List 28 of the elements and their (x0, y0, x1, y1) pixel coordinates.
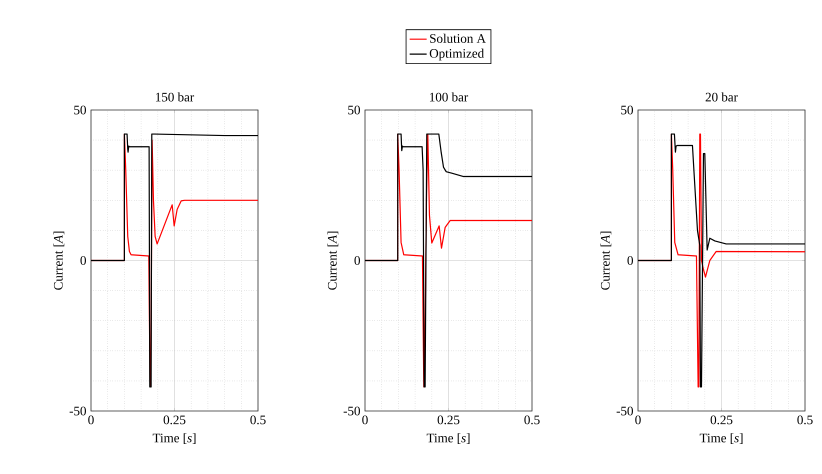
y-tick-label: -50 (616, 406, 633, 416)
chart-title: 20 bar (706, 92, 738, 102)
y-tick-label: 50 (74, 106, 86, 114)
x-axis-title: Time [s] (700, 433, 743, 444)
y-tick-label: -50 (344, 406, 360, 416)
line-series (365, 133, 532, 388)
x-axis-title: Time [s] (152, 433, 196, 444)
chart-title: 100 bar (430, 92, 468, 102)
x-tick-label: 0 (635, 416, 641, 424)
x-tick-label: 0.5 (524, 416, 540, 424)
x-tick-label: 0.25 (438, 416, 460, 424)
y-tick-label: 0 (80, 256, 86, 265)
chart-title: 150 bar (156, 92, 194, 102)
y-tick-label: 0 (627, 256, 633, 265)
line-series (91, 133, 258, 388)
legend-label: Optimized (430, 48, 484, 60)
x-tick-label: 0 (362, 416, 368, 424)
x-tick-label: 0.25 (710, 416, 732, 424)
x-tick-label: 0.5 (250, 416, 266, 424)
x-tick-label: 0 (88, 416, 94, 424)
x-axis-title: Time [s] (426, 433, 470, 444)
y-tick-label: 50 (348, 106, 360, 114)
y-tick-label: 0 (354, 256, 360, 265)
legend-label: Solution A (430, 34, 486, 43)
x-tick-label: 0.5 (797, 416, 813, 424)
y-tick-label: -50 (70, 406, 86, 416)
y-tick-label: 50 (621, 106, 633, 114)
x-tick-label: 0.25 (164, 416, 186, 424)
